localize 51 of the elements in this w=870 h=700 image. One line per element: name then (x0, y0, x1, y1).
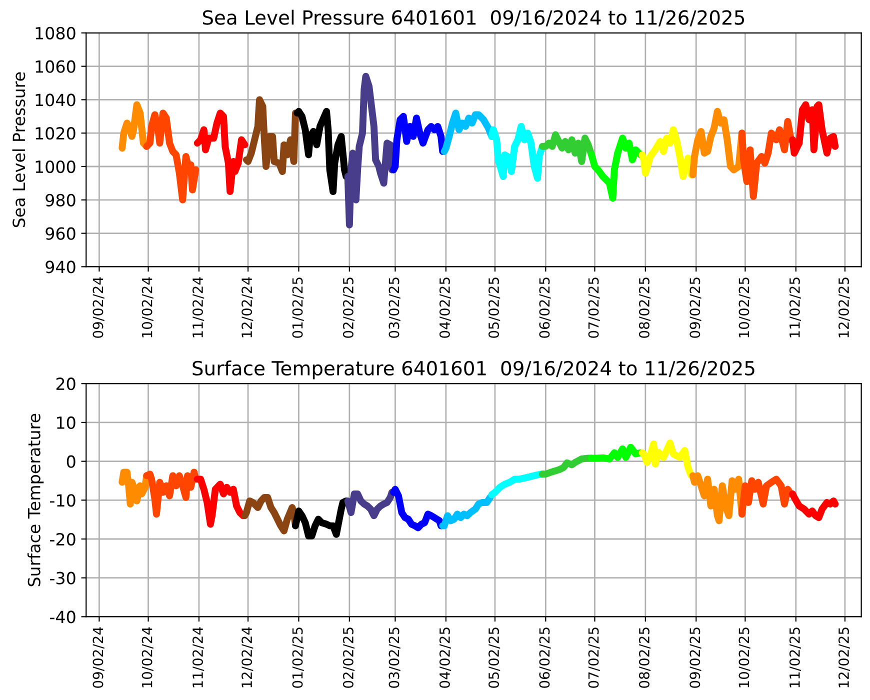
x-tick-label: 10/02/24 (142, 277, 154, 338)
x-tick-label: 11/02/25 (789, 278, 802, 338)
x-tick-label: 12/02/25 (838, 628, 850, 688)
x-tick-label: 09/02/24 (92, 627, 104, 688)
y-tick-label: 1020 (36, 127, 76, 140)
x-tick-label: 09/02/25 (690, 278, 702, 338)
x-tick-label: 07/02/25 (588, 278, 600, 338)
x-tick-label: 10/02/24 (142, 627, 154, 688)
x-tick-label: 08/02/25 (638, 278, 651, 338)
y-axis-title: Surface Temperature (28, 414, 44, 586)
x-tick-label: 03/02/25 (388, 628, 400, 688)
y-tick-label: 10 (57, 416, 76, 430)
x-tick-label: 06/02/25 (539, 628, 551, 688)
y-tick-label: 980 (46, 194, 76, 206)
x-tick-label: 07/02/25 (588, 628, 600, 688)
x-tick-label: 09/02/24 (92, 277, 104, 338)
y-tick-label: 960 (46, 227, 76, 240)
x-tick-label: 04/02/25 (439, 278, 452, 338)
x-tick-label: 11/02/25 (789, 628, 802, 688)
x-tick-label: 02/02/25 (342, 628, 355, 688)
y-tick-label: -20 (50, 532, 76, 546)
y-tick-label: -10 (50, 494, 76, 507)
x-tick-label: 11/02/24 (192, 627, 204, 688)
x-tick-label: 01/02/25 (292, 628, 304, 688)
x-tick-label: 12/02/25 (838, 278, 850, 338)
x-tick-label: 12/02/24 (242, 277, 254, 338)
x-tick-label: 06/02/25 (539, 278, 551, 338)
x-tick-label: 01/02/25 (292, 278, 304, 338)
x-tick-label: 08/02/25 (638, 628, 651, 688)
x-tick-label: 04/02/25 (439, 628, 452, 688)
y-tick-label: 940 (46, 260, 76, 274)
x-tick-label: 02/02/25 (342, 278, 355, 338)
y-tick-label: 0 (66, 455, 76, 468)
x-tick-label: 11/02/24 (192, 277, 204, 338)
y-tick-label: -30 (50, 572, 76, 584)
y-tick-label: 1040 (36, 94, 76, 106)
chart-title: Sea Level Pressure 6401601 09/16/2024 to 11/26/2025 (202, 10, 744, 26)
y-axis-title: Sea Level Pressure (12, 72, 26, 228)
y-tick-label: 1060 (36, 60, 76, 73)
x-tick-label: 09/02/25 (690, 628, 702, 688)
x-tick-label: 03/02/25 (388, 278, 400, 338)
x-tick-label: 12/02/24 (242, 627, 254, 688)
x-tick-label: 05/02/25 (488, 628, 500, 688)
y-tick-label: 1080 (36, 26, 76, 40)
x-tick-label: 05/02/25 (488, 278, 500, 338)
chart-title: Surface Temperature 6401601 09/16/2024 to 11/26/2025 (192, 360, 754, 380)
x-tick-label: 10/02/25 (738, 278, 750, 338)
y-tick-label: 20 (56, 378, 76, 390)
y-tick-label: 1000 (36, 160, 76, 174)
x-tick-label: 10/02/25 (738, 628, 750, 688)
y-tick-label: -40 (50, 610, 76, 624)
